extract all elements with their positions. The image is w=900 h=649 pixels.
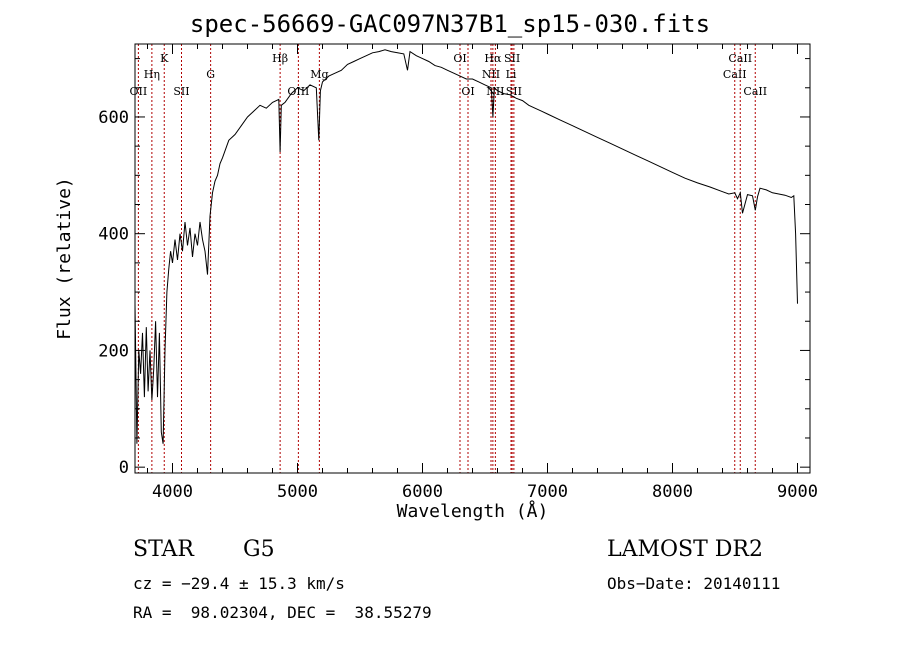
line-label: G bbox=[206, 68, 215, 81]
line-label: CaII bbox=[728, 52, 752, 65]
line-markers bbox=[137, 44, 756, 473]
plot-frame bbox=[134, 43, 811, 474]
line-label: Li bbox=[506, 68, 517, 81]
line-label: NII bbox=[482, 68, 500, 81]
y-axis-label: Flux (relative) bbox=[54, 177, 75, 340]
radec-line: RA = 98.02304, DEC = 38.55279 bbox=[133, 603, 432, 622]
x-tick-label: 7000 bbox=[527, 482, 568, 502]
line-label: Mg bbox=[310, 68, 328, 81]
line-label: OII bbox=[130, 85, 148, 98]
y-tick-label: 200 bbox=[98, 341, 129, 361]
line-label: Hβ bbox=[272, 52, 288, 65]
survey-name: LAMOST DR2 bbox=[607, 537, 763, 562]
line-label: K bbox=[160, 52, 169, 65]
line-label: OI bbox=[461, 85, 474, 98]
x-tick-label: 9000 bbox=[777, 482, 818, 502]
y-tick-label: 400 bbox=[98, 225, 129, 245]
line-label: SII bbox=[506, 85, 522, 98]
redshift-line: cz = −29.4 ± 15.3 km/s bbox=[133, 574, 345, 593]
line-label: NII bbox=[486, 85, 504, 98]
line-label: CaII bbox=[743, 85, 767, 98]
spectrum-line bbox=[134, 49, 798, 444]
line-label: SII bbox=[504, 52, 520, 65]
y-axis: 0 200 400 600 bbox=[98, 58, 810, 478]
line-label: Hη bbox=[144, 68, 160, 81]
x-tick-label: 8000 bbox=[652, 482, 693, 502]
chart-title: spec-56669-GAC097N37B1_sp15-030.fits bbox=[189, 10, 711, 38]
line-label: CaII bbox=[723, 68, 747, 81]
x-axis-label: Wavelength (Å) bbox=[397, 500, 549, 522]
y-tick-label: 600 bbox=[98, 108, 129, 128]
object-subclass: G5 bbox=[243, 537, 275, 562]
y-tick-label: 0 bbox=[119, 458, 129, 478]
x-tick-label: 4000 bbox=[152, 482, 193, 502]
line-label: OI bbox=[453, 52, 466, 65]
line-label: SII bbox=[173, 85, 189, 98]
line-label: OIII bbox=[287, 85, 309, 98]
line-label: Hα bbox=[484, 52, 502, 65]
obs-date: Obs−Date: 20140111 bbox=[607, 574, 781, 593]
x-tick-label: 6000 bbox=[402, 482, 443, 502]
x-axis: 4000 5000 6000 7000 8000 9000 bbox=[147, 44, 818, 502]
x-tick-label: 5000 bbox=[277, 482, 318, 502]
object-class: STAR bbox=[133, 537, 194, 562]
